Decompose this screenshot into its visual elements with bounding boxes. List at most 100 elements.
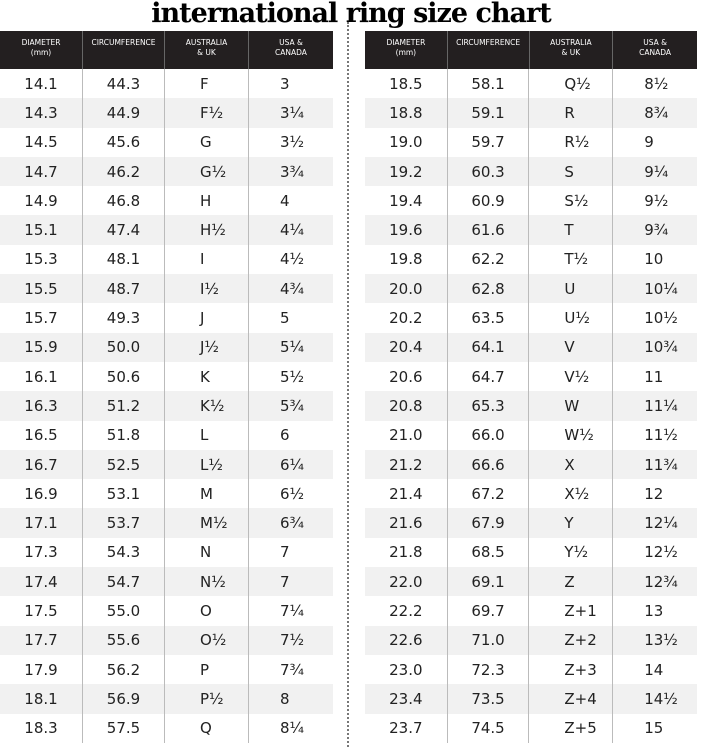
cell-australia-uk: Y½ xyxy=(529,537,614,568)
cell-australia-uk: J½ xyxy=(165,332,249,362)
cell-usa-canada: 12½ xyxy=(644,543,678,562)
cell-diameter: 20.2 xyxy=(365,303,448,333)
header-diameter: DIAMETER (mm) xyxy=(0,31,83,69)
cell-diameter: 20.6 xyxy=(365,361,448,392)
cell-diameter: 17.3 xyxy=(0,537,83,568)
cell-diameter: 18.1 xyxy=(0,684,83,714)
cell-australia-uk: R xyxy=(529,98,614,128)
cell-circumference: 72.3 xyxy=(448,654,530,685)
cell-diameter: 14.9 xyxy=(0,186,83,216)
cell-circumference: 47.4 xyxy=(83,215,165,245)
cell-usa-canada: 7½ xyxy=(280,631,305,650)
header-diameter: DIAMETER (mm) xyxy=(365,31,448,69)
cell-australia-uk: F xyxy=(165,69,249,99)
cell-australia-uk: H½ xyxy=(165,215,249,245)
cell-circumference: 51.8 xyxy=(83,420,165,450)
cell-usa-canada: 6¾ xyxy=(280,514,305,533)
table-row: 21.2 66.6 X 11¾ xyxy=(365,449,697,480)
cell-usa-canada: 7 xyxy=(280,572,290,591)
cell-diameter: 18.8 xyxy=(365,98,448,128)
cell-australia-uk: I xyxy=(165,244,249,275)
cell-circumference: 44.9 xyxy=(83,98,165,128)
cell-circumference: 64.7 xyxy=(448,361,530,392)
cell-usa-canada: 9 xyxy=(644,133,654,152)
cell-australia-uk: Z+5 xyxy=(529,713,614,743)
cell-usa-canada: 8 xyxy=(280,689,290,708)
table-row: 15.9 50.0 J½ 5¼ xyxy=(0,332,333,362)
cell-usa-canada: 6½ xyxy=(280,484,305,503)
cell-usa-canada: 13 xyxy=(644,601,664,620)
cell-usa-canada: 10 xyxy=(644,250,664,269)
cell-circumference: 58.1 xyxy=(448,69,530,99)
cell-diameter: 21.8 xyxy=(365,537,448,568)
cell-circumference: 67.2 xyxy=(448,479,530,509)
table-row: 14.5 45.6 G 3½ xyxy=(0,127,333,157)
cell-australia-uk: I½ xyxy=(165,274,249,304)
cell-circumference: 54.7 xyxy=(83,567,165,597)
cell-australia-uk: V½ xyxy=(529,361,614,392)
cell-australia-uk: W xyxy=(529,391,614,421)
cell-diameter: 17.7 xyxy=(0,625,83,655)
table-row: 15.1 47.4 H½ 4¼ xyxy=(0,215,333,245)
table-row: 21.4 67.2 X½ 12 xyxy=(365,479,697,509)
table-row: 22.2 69.7 Z+1 13 xyxy=(365,596,697,626)
cell-diameter: 18.5 xyxy=(365,69,448,99)
cell-circumference: 65.3 xyxy=(448,391,530,421)
cell-australia-uk: R½ xyxy=(529,127,614,157)
cell-diameter: 15.9 xyxy=(0,332,83,362)
cell-diameter: 16.1 xyxy=(0,361,83,392)
cell-circumference: 66.6 xyxy=(448,449,530,480)
cell-usa-canada: 4¾ xyxy=(280,279,305,298)
cell-diameter: 18.3 xyxy=(0,713,83,743)
table-row: 22.6 71.0 Z+2 13½ xyxy=(365,625,697,655)
cell-australia-uk: H xyxy=(165,186,249,216)
cell-usa-canada: 3½ xyxy=(280,133,305,152)
cell-australia-uk: K½ xyxy=(165,391,249,421)
cell-diameter: 16.3 xyxy=(0,391,83,421)
cell-usa-canada: 12¼ xyxy=(644,514,678,533)
header-circumference: CIRCUMFERENCE xyxy=(448,31,530,69)
cell-usa-canada: 11¼ xyxy=(644,396,678,415)
cell-circumference: 46.8 xyxy=(83,186,165,216)
cell-usa-canada: 3 xyxy=(280,74,290,93)
table-row: 17.4 54.7 N½ 7 xyxy=(0,567,333,597)
cell-australia-uk: X xyxy=(529,449,614,480)
table-row: 15.3 48.1 I 4½ xyxy=(0,244,333,275)
cell-usa-canada: 9¾ xyxy=(644,221,669,240)
cell-usa-canada: 7 xyxy=(280,543,290,562)
cell-circumference: 60.9 xyxy=(448,186,530,216)
cell-diameter: 23.4 xyxy=(365,684,448,714)
table-row: 14.9 46.8 H 4 xyxy=(0,186,333,216)
cell-usa-canada: 10¼ xyxy=(644,279,678,298)
cell-circumference: 56.2 xyxy=(83,654,165,685)
table-row: 15.5 48.7 I½ 4¾ xyxy=(0,274,333,304)
cell-usa-canada: 5¼ xyxy=(280,338,305,357)
cell-circumference: 49.3 xyxy=(83,303,165,333)
cell-diameter: 20.4 xyxy=(365,332,448,362)
cell-australia-uk: N½ xyxy=(165,567,249,597)
cell-australia-uk: Z xyxy=(529,567,614,597)
table-row: 20.8 65.3 W 11¼ xyxy=(365,391,697,421)
cell-australia-uk: S xyxy=(529,156,614,187)
cell-diameter: 19.8 xyxy=(365,244,448,275)
cell-usa-canada: 5½ xyxy=(280,367,305,386)
cell-australia-uk: W½ xyxy=(529,420,614,450)
cell-australia-uk: O½ xyxy=(165,625,249,655)
cell-australia-uk: F½ xyxy=(165,98,249,128)
table-row: 19.2 60.3 S 9¼ xyxy=(365,156,697,187)
cell-diameter: 14.5 xyxy=(0,127,83,157)
cell-circumference: 46.2 xyxy=(83,156,165,187)
cell-australia-uk: T½ xyxy=(529,244,614,275)
cell-diameter: 23.0 xyxy=(365,654,448,685)
header-circumference: CIRCUMFERENCE xyxy=(83,31,165,69)
header-usa-canada: USA & CANADA xyxy=(275,38,307,57)
cell-circumference: 68.5 xyxy=(448,537,530,568)
cell-usa-canada: 4½ xyxy=(280,250,305,269)
cell-australia-uk: N xyxy=(165,537,249,568)
cell-usa-canada: 7¼ xyxy=(280,601,305,620)
cell-diameter: 15.1 xyxy=(0,215,83,245)
cell-usa-canada: 11½ xyxy=(644,426,678,445)
cell-usa-canada: 8½ xyxy=(644,74,669,93)
cell-australia-uk: V xyxy=(529,332,614,362)
cell-australia-uk: Q xyxy=(165,713,249,743)
